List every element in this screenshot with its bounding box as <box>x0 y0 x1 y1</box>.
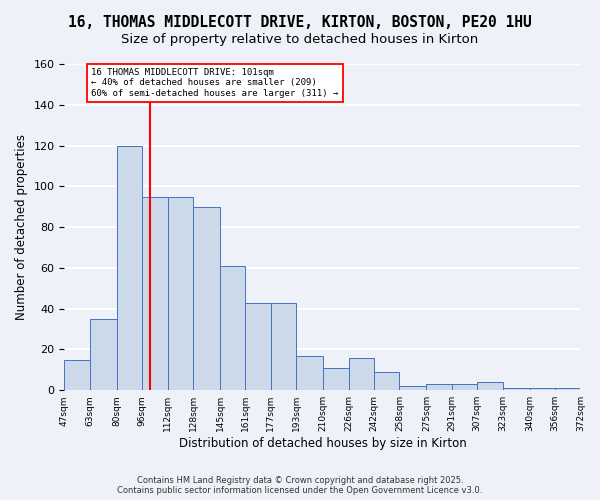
Text: Size of property relative to detached houses in Kirton: Size of property relative to detached ho… <box>121 32 479 46</box>
Bar <box>555 388 580 390</box>
Bar <box>323 368 349 390</box>
Bar <box>530 388 555 390</box>
Bar <box>117 146 142 390</box>
Bar <box>193 206 220 390</box>
Text: 16, THOMAS MIDDLECOTT DRIVE, KIRTON, BOSTON, PE20 1HU: 16, THOMAS MIDDLECOTT DRIVE, KIRTON, BOS… <box>68 15 532 30</box>
Bar <box>271 302 296 390</box>
Bar <box>452 384 477 390</box>
Bar <box>142 196 167 390</box>
Bar <box>477 382 503 390</box>
Bar <box>349 358 374 390</box>
Bar <box>167 196 193 390</box>
Text: Contains HM Land Registry data © Crown copyright and database right 2025.
Contai: Contains HM Land Registry data © Crown c… <box>118 476 482 495</box>
Bar <box>220 266 245 390</box>
Bar <box>400 386 427 390</box>
X-axis label: Distribution of detached houses by size in Kirton: Distribution of detached houses by size … <box>179 437 466 450</box>
Y-axis label: Number of detached properties: Number of detached properties <box>15 134 28 320</box>
Bar <box>90 319 117 390</box>
Bar <box>245 302 271 390</box>
Bar <box>64 360 90 390</box>
Bar <box>427 384 452 390</box>
Bar <box>296 356 323 390</box>
Bar <box>503 388 530 390</box>
Bar <box>374 372 400 390</box>
Text: 16 THOMAS MIDDLECOTT DRIVE: 101sqm
← 40% of detached houses are smaller (209)
60: 16 THOMAS MIDDLECOTT DRIVE: 101sqm ← 40%… <box>91 68 338 98</box>
